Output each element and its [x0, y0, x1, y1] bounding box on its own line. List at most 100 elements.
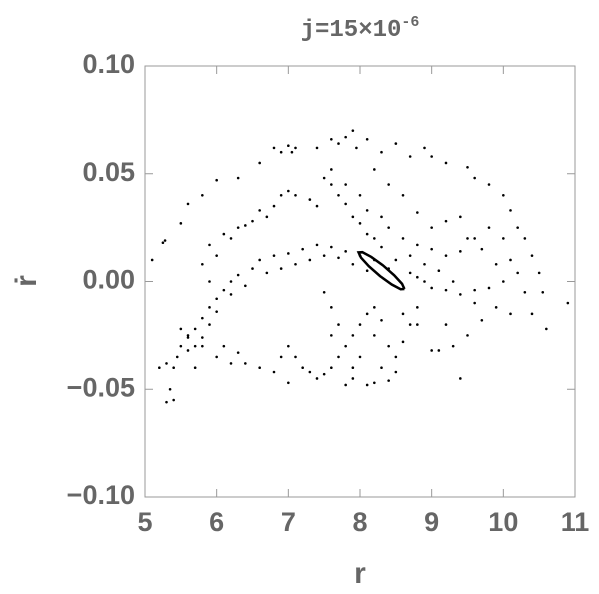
point: [161, 241, 165, 245]
point: [430, 226, 433, 229]
point: [330, 137, 333, 141]
point: [251, 219, 254, 223]
point: [487, 286, 491, 290]
point: [444, 288, 448, 292]
point: [545, 327, 548, 331]
x-tick-label: 7: [281, 507, 296, 537]
point: [537, 271, 541, 275]
point: [358, 355, 362, 359]
point: [201, 194, 204, 197]
point: [279, 267, 283, 270]
point: [380, 366, 383, 370]
point: [344, 250, 347, 253]
point: [337, 355, 340, 359]
closed-orbit: [356, 250, 406, 291]
point: [215, 297, 218, 301]
point: [487, 226, 491, 229]
point: [179, 327, 183, 331]
point: [272, 146, 276, 150]
point: [380, 215, 383, 219]
point: [179, 344, 183, 348]
point: [523, 237, 527, 240]
point: [272, 254, 276, 257]
point: [215, 254, 218, 257]
point: [229, 237, 233, 240]
point: [287, 144, 290, 148]
point: [236, 351, 240, 354]
point: [365, 312, 369, 316]
point: [408, 271, 412, 275]
point: [401, 237, 405, 240]
point: [365, 209, 369, 212]
point: [509, 209, 512, 212]
point: [168, 387, 172, 391]
point: [215, 310, 218, 313]
point: [322, 254, 326, 257]
point: [229, 293, 233, 296]
point: [322, 372, 326, 376]
point: [444, 254, 448, 257]
point: [473, 288, 476, 292]
point: [308, 370, 312, 374]
point: [473, 176, 476, 180]
point: [337, 323, 340, 326]
point: [473, 237, 476, 240]
point: [244, 362, 247, 365]
point: [373, 381, 376, 385]
point: [502, 237, 505, 240]
point: [258, 161, 261, 165]
point: [444, 161, 448, 165]
point: [373, 168, 376, 171]
point: [344, 135, 347, 139]
point: [201, 262, 204, 266]
point: [172, 366, 175, 370]
point: [279, 150, 283, 154]
point: [451, 344, 455, 348]
point: [201, 316, 204, 320]
point: [279, 355, 283, 359]
point: [387, 183, 390, 186]
point: [244, 284, 247, 288]
point: [193, 344, 197, 348]
point: [265, 215, 269, 219]
point: [394, 370, 398, 374]
point: [258, 209, 261, 212]
x-tick-label: 8: [352, 507, 367, 537]
point: [459, 250, 462, 253]
point: [444, 219, 448, 223]
point: [272, 370, 276, 374]
point: [423, 262, 426, 266]
point: [208, 306, 211, 309]
point: [437, 269, 441, 273]
x-tick-label: 9: [424, 507, 439, 537]
point: [365, 137, 369, 141]
point: [337, 256, 340, 260]
point: [430, 247, 433, 251]
point: [423, 280, 426, 283]
point: [301, 247, 304, 251]
point: [344, 183, 347, 186]
point: [186, 334, 190, 337]
point: [566, 301, 570, 305]
point: [265, 271, 269, 275]
point: [222, 232, 226, 236]
point: [330, 245, 333, 249]
point: [387, 226, 390, 229]
point: [308, 198, 312, 201]
point: [186, 349, 190, 352]
point: [373, 237, 376, 240]
point: [541, 290, 545, 294]
point: [290, 150, 294, 154]
point: [175, 355, 179, 359]
point: [287, 344, 290, 348]
point: [244, 224, 247, 227]
y-axis-label: ṙ: [10, 275, 43, 287]
point: [330, 334, 333, 337]
point: [193, 366, 197, 370]
y-tick-label: 0.00: [82, 265, 135, 295]
point: [466, 237, 469, 240]
point: [373, 334, 376, 337]
point: [208, 280, 211, 283]
point: [480, 247, 484, 251]
point: [351, 215, 355, 219]
